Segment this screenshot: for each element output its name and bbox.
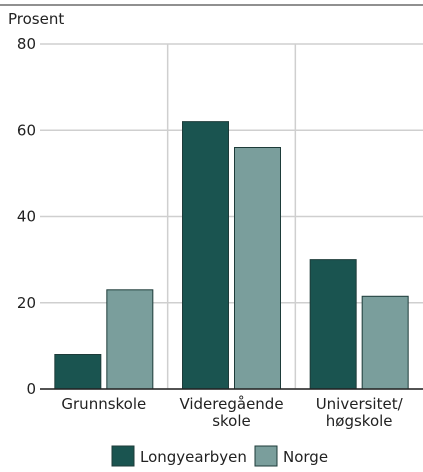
bar <box>361 295 409 390</box>
bar <box>182 121 229 390</box>
y-tick-label: 20 <box>17 294 36 312</box>
legend-label: Longyearbyen <box>140 448 247 466</box>
y-tick-label: 0 <box>26 380 36 398</box>
y-tick-label: 40 <box>17 208 36 226</box>
y-tick-label: 80 <box>17 35 36 53</box>
x-tick-label: skole <box>212 412 251 430</box>
y-tick-label: 60 <box>17 121 36 139</box>
x-tick-label: høgskole <box>326 412 393 430</box>
legend-swatch <box>111 445 135 467</box>
legend-label: Norge <box>283 448 328 466</box>
bar <box>309 259 357 390</box>
bar <box>106 289 154 390</box>
bar <box>234 147 281 390</box>
bar <box>54 354 102 390</box>
y-axis-label: Prosent <box>8 10 64 28</box>
legend-swatch <box>254 445 278 467</box>
x-tick-label: Universitet/ <box>316 395 404 413</box>
x-tick-label: Videregående <box>179 395 283 413</box>
x-tick-label: Grunnskole <box>61 395 146 413</box>
